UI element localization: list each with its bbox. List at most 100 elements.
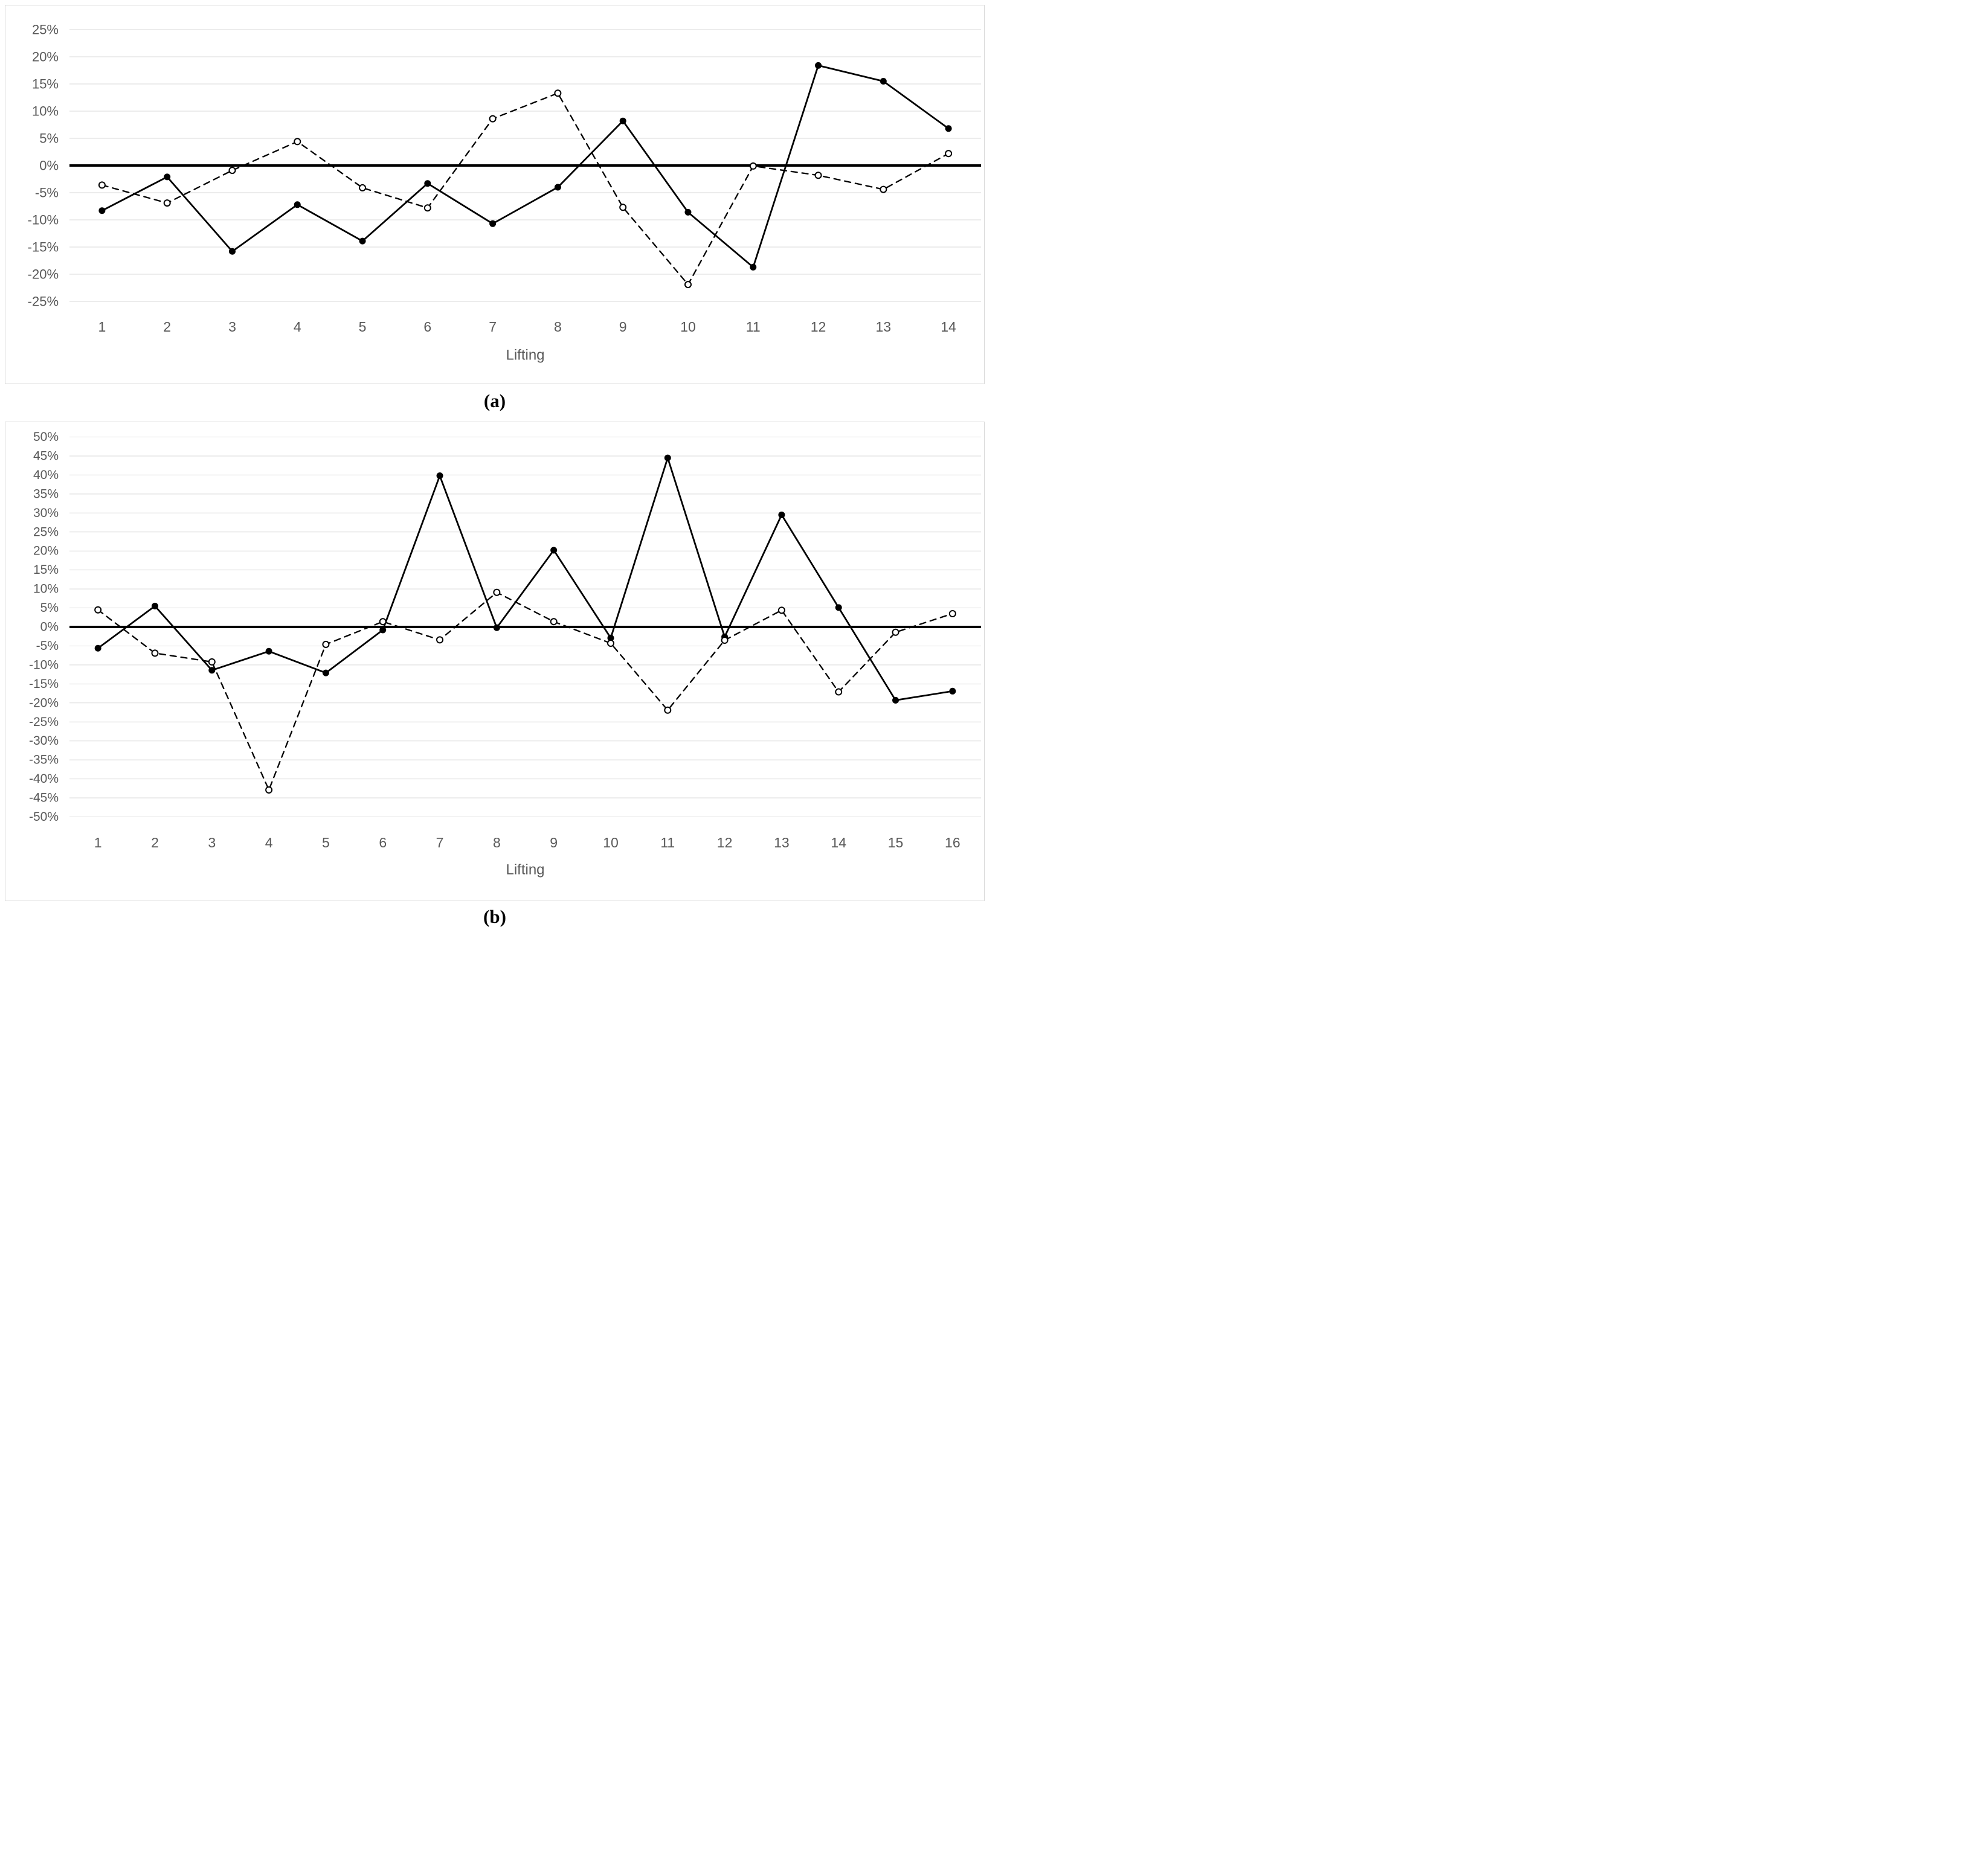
chart-b-panel: 50% 45% 40% 35% 30% 25% 20% 15% 10% 5% 0% -5% -10% -1…: [5, 422, 985, 901]
filled-circle-marker: [359, 237, 366, 245]
x-tick-label: 13: [876, 319, 892, 335]
x-tick-label: 12: [811, 319, 826, 335]
filled-circle-marker: [164, 173, 171, 181]
filled-circle-marker: [424, 180, 431, 187]
y-tick-label: -50%: [29, 810, 59, 824]
filled-circle-marker: [892, 696, 899, 704]
filled-circle-marker: [208, 667, 216, 674]
open-circle-marker: [423, 204, 431, 212]
filled-circle-marker: [949, 687, 956, 695]
filled-circle-marker: [880, 78, 887, 85]
filled-circle-marker: [294, 201, 301, 208]
gridlines-group: [69, 29, 981, 302]
filled-circle-marker: [228, 248, 236, 255]
chart-b-canvas: 50% 45% 40% 35% 30% 25% 20% 15% 10% 5% 0% -5% -10% -1…: [29, 430, 981, 878]
x-tick-label: 16: [945, 835, 961, 850]
filled-circle-marker: [379, 626, 387, 634]
open-circle-marker: [493, 588, 501, 596]
y-tick-label: -15%: [28, 240, 59, 255]
open-circle-marker: [436, 636, 444, 644]
y-tick-label: 0%: [40, 620, 59, 634]
x-tick-label: 6: [379, 835, 387, 850]
y-tick-label: 50%: [33, 430, 59, 444]
open-circle-marker: [619, 204, 627, 211]
axis-labels-group: 50% 45% 40% 35% 30% 25% 20% 15% 10% 5% 0% -5% -10% -1…: [29, 430, 961, 878]
x-tick-label: 4: [265, 835, 273, 850]
x-tick-label: 1: [94, 835, 102, 850]
open-circle-marker: [94, 606, 102, 614]
x-tick-label: 9: [619, 319, 627, 335]
open-circle-marker: [550, 618, 558, 626]
y-tick-label: 10%: [33, 582, 59, 596]
open-circle-marker: [98, 181, 106, 189]
open-circle-marker: [163, 199, 171, 207]
x-tick-label: 13: [774, 835, 790, 850]
caption-b: (b): [483, 906, 506, 927]
y-tick-label: -25%: [29, 715, 59, 729]
open-circle-marker: [749, 162, 757, 170]
x-tick-label: 12: [717, 835, 733, 850]
x-axis-title: Lifting: [506, 347, 544, 364]
open-circle-marker: [948, 609, 956, 617]
y-tick-label: -15%: [29, 677, 59, 691]
series-group: [98, 62, 953, 289]
open-circle-marker: [777, 606, 785, 614]
x-tick-label: 9: [550, 835, 558, 850]
open-circle-marker: [664, 706, 672, 714]
open-circle-marker: [835, 688, 843, 696]
open-circle-marker: [359, 184, 367, 191]
open-circle-marker: [379, 618, 387, 626]
axis-labels-group: 25%20%15%10%5%0%-5%-10%-15%-20%-25%1 2 3 4 5…: [28, 22, 956, 364]
y-tick-label: 25%: [33, 525, 59, 539]
open-circle-marker: [684, 281, 692, 289]
filled-circle-marker: [436, 472, 443, 480]
y-tick-label: 25%: [32, 22, 59, 37]
open-circle-marker: [607, 640, 614, 647]
series-dashed-line: [101, 92, 950, 286]
x-tick-label: 5: [359, 319, 367, 335]
y-tick-label: 35%: [33, 487, 59, 501]
x-tick-label: 11: [660, 835, 675, 850]
filled-circle-marker: [98, 207, 106, 214]
series-solid-line: [101, 65, 950, 268]
x-tick-label: 4: [294, 319, 301, 335]
y-tick-label: -30%: [29, 734, 59, 748]
series-group: [94, 454, 956, 794]
y-tick-label: 15%: [32, 77, 59, 92]
y-tick-label: 30%: [33, 506, 59, 520]
y-tick-label: -35%: [29, 753, 59, 767]
x-tick-label: 1: [98, 319, 106, 335]
open-circle-marker: [265, 786, 273, 794]
filled-circle-marker: [778, 511, 785, 518]
y-tick-label: -5%: [36, 639, 59, 653]
gridlines-group: [69, 437, 981, 817]
open-circle-marker: [721, 637, 729, 644]
filled-circle-marker: [550, 547, 558, 554]
y-tick-label: -10%: [28, 213, 59, 228]
filled-circle-marker: [835, 604, 842, 611]
x-tick-label: 7: [436, 835, 444, 850]
open-circle-marker: [489, 115, 497, 123]
x-tick-label: 2: [163, 319, 171, 335]
y-tick-label: -25%: [28, 294, 59, 309]
filled-circle-marker: [664, 454, 671, 461]
filled-circle-marker: [815, 62, 822, 69]
x-tick-label: 3: [228, 319, 236, 335]
y-tick-label: -45%: [29, 791, 59, 805]
x-tick-label: 14: [831, 835, 846, 850]
open-circle-marker: [554, 89, 562, 97]
y-tick-label: -40%: [29, 772, 59, 786]
open-circle-marker: [814, 172, 822, 179]
open-circle-marker: [880, 185, 887, 193]
x-tick-label: 8: [554, 319, 562, 335]
filled-circle-marker: [607, 634, 614, 641]
chart-a-panel: 25% 20% 15% 10% 5% 0% -5% -10% -15% -20% -25% 1 2 3 4 5…: [5, 5, 985, 384]
series-solid-line: [97, 457, 954, 701]
x-tick-label: 8: [493, 835, 501, 850]
y-tick-label: 15%: [33, 563, 59, 577]
y-tick-label: -20%: [29, 696, 59, 710]
x-tick-label: 10: [603, 835, 619, 850]
y-tick-label: 5%: [39, 131, 59, 146]
x-tick-label: 5: [322, 835, 330, 850]
open-circle-marker: [892, 628, 899, 636]
